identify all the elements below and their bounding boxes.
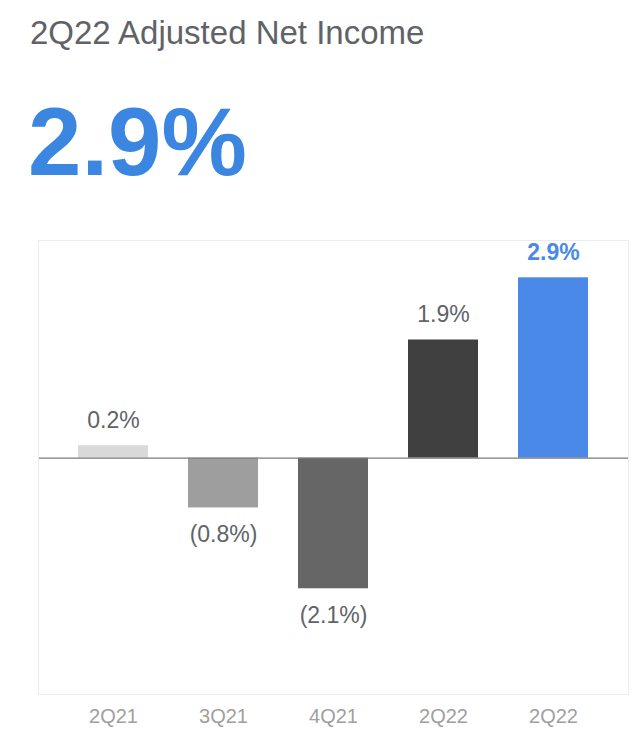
html-text:2.9%: 2.9%	[28, 88, 247, 195]
html-text:2Q22 Adjusted Net Income: 2Q22 Adjusted Net Income	[30, 14, 425, 51]
svg-text:2Q22: 2Q22	[529, 705, 578, 727]
svg-text:1.9%: 1.9%	[417, 301, 469, 327]
svg-text:4Q21: 4Q21	[309, 705, 358, 727]
svg-text:(2.1%): (2.1%)	[300, 602, 368, 628]
svg-text:2Q21: 2Q21	[89, 705, 138, 727]
svg-text:2.9%: 2.9%	[527, 239, 579, 265]
svg-text:2Q22: 2Q22	[419, 705, 468, 727]
svg-text:(0.8%): (0.8%)	[190, 521, 258, 547]
svg-text:3Q21: 3Q21	[199, 705, 248, 727]
svg-text:0.2%: 0.2%	[87, 407, 139, 433]
